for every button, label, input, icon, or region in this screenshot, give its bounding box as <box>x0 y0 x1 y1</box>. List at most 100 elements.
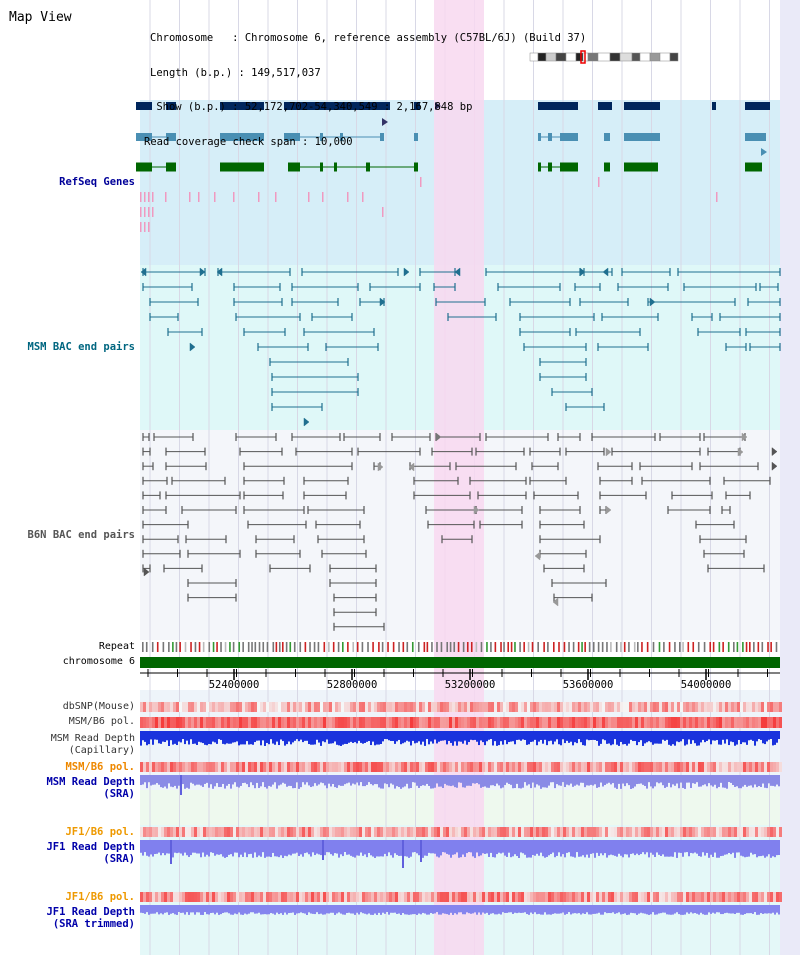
jf1-b6-pol-heat-cell <box>728 827 731 837</box>
track-label-refseq-genes[interactable]: RefSeq Genes <box>59 176 135 188</box>
jf1-trimmed-depth-bar <box>162 905 164 915</box>
jf1-trimmed-depth-bar <box>638 905 640 914</box>
msm-b6-pol-heat-cell <box>341 717 344 728</box>
jf1-sra-depth-bar <box>276 840 278 857</box>
jf1-b6-pol-trimmed-heat-cell <box>554 892 557 902</box>
jf1-b6-pol-trimmed-heat-cell <box>422 892 425 902</box>
msm-b6-pol-heat-cell <box>506 717 509 728</box>
msm-capillary-depth-bar <box>778 731 780 740</box>
msm-capillary-depth-bar <box>320 731 322 746</box>
msm-capillary-depth-bar <box>576 731 578 744</box>
msm-sra-depth-bar <box>400 775 402 789</box>
dbsnp-heat-cell <box>221 702 224 712</box>
track-label-jf1-read-depth-sra[interactable]: JF1 Read Depth (SRA) <box>46 841 135 865</box>
msm-b6-pol-sra-heat-cell <box>506 762 509 772</box>
jf1-b6-pol-heat-cell <box>563 827 566 837</box>
jf1-b6-pol-heat-cell <box>299 827 302 837</box>
track-label-msm-bac-end-pairs[interactable]: MSM BAC end pairs <box>27 341 135 353</box>
repeat-mark <box>615 642 618 652</box>
jf1-trimmed-depth-bar <box>326 905 328 914</box>
msm-capillary-depth-bar <box>454 731 456 742</box>
track-label-jf1-b6-pol-trimmed[interactable]: JF1/B6 pol. <box>65 891 135 903</box>
track-label-msm-b6-pol-sra[interactable]: MSM/B6 pol. <box>65 761 135 773</box>
jf1-trimmed-depth-bar <box>246 905 248 915</box>
repeat-mark <box>449 642 452 652</box>
msm-b6-pol-heat-cell <box>653 717 656 728</box>
msm-b6-pol-sra-heat-cell <box>263 762 266 772</box>
jf1-sra-depth-bar <box>462 840 464 855</box>
msm-capillary-depth-bar <box>608 731 610 744</box>
msm-b6-pol-heat-cell <box>710 717 713 728</box>
gene-fragment <box>144 207 146 217</box>
track-label-chromosome[interactable]: chromosome 6 <box>62 656 135 667</box>
track-label-b6n-bac-end-pairs[interactable]: B6N BAC end pairs <box>27 529 135 541</box>
jf1-b6-pol-trimmed-heat-cell <box>524 892 527 902</box>
msm-capillary-depth-bar <box>742 731 744 743</box>
msm-b6-pol-sra-heat-cell <box>203 762 206 772</box>
msm-sra-depth-bar <box>462 775 464 788</box>
msm-b6-pol-heat-cell <box>251 717 254 728</box>
jf1-trimmed-depth-bar <box>520 905 522 913</box>
jf1-b6-pol-heat-cell <box>779 827 782 837</box>
jf1-b6-pol-trimmed-heat-cell <box>401 892 404 902</box>
msm-capillary-depth-bar <box>478 731 480 746</box>
msm-capillary-depth-bar <box>368 731 370 742</box>
msm-sra-depth-bar <box>686 775 688 783</box>
track-label-dbsnp[interactable]: dbSNP(Mouse) <box>62 701 135 712</box>
track-label-msm-read-depth-sra[interactable]: MSM Read Depth (SRA) <box>46 776 135 800</box>
track-label-repeat[interactable]: Repeat <box>98 641 135 652</box>
jf1-b6-pol-heat-cell <box>590 827 593 837</box>
jf1-sra-depth-bar <box>718 840 720 858</box>
msm-sra-depth-bar <box>764 775 766 788</box>
msm-b6-pol-heat-cell <box>536 717 539 728</box>
repeat-mark <box>190 642 192 652</box>
dbsnp-heat-cell <box>605 702 608 712</box>
jf1-sra-depth-bar <box>768 840 770 855</box>
msm-b6-pol-heat-cell <box>149 717 152 728</box>
jf1-sra-depth-bar <box>328 840 330 853</box>
jf1-sra-depth-bar <box>156 840 158 854</box>
jf1-b6-pol-heat-cell <box>596 827 599 837</box>
jf1-b6-pol-heat-cell <box>281 827 284 837</box>
jf1-trimmed-depth-bar <box>200 905 202 915</box>
msm-b6-pol-heat-cell <box>656 717 659 728</box>
bac-end-arrow <box>771 461 778 471</box>
msm-capillary-depth-bar <box>446 731 448 745</box>
jf1-trimmed-depth-bar <box>614 905 616 914</box>
jf1-trimmed-depth-bar <box>746 905 748 914</box>
msm-sra-depth-bar <box>744 775 746 785</box>
msm-capillary-depth-bar <box>606 731 608 744</box>
jf1-sra-depth-bar <box>280 840 282 856</box>
repeat-mark <box>352 642 355 652</box>
dbsnp-heat-cell <box>332 702 335 712</box>
track-label-jf1-b6-pol[interactable]: JF1/B6 pol. <box>65 826 135 838</box>
dbsnp-heat-cell <box>719 702 722 712</box>
jf1-trimmed-depth-bar <box>582 905 584 914</box>
msm-capillary-depth-bar <box>278 731 280 746</box>
msm-b6-pol-heat-cell <box>218 717 221 728</box>
track-label-msm-b6-pol[interactable]: MSM/B6 pol. <box>68 716 135 727</box>
msm-b6-pol-sra-heat-cell <box>764 762 767 772</box>
track-label-msm-read-depth-capillary[interactable]: MSM Read Depth (Capillary) <box>51 733 135 757</box>
msm-capillary-depth-bar <box>506 731 508 745</box>
msm-capillary-depth-bar <box>598 731 600 746</box>
track-label-jf1-read-depth-sra-trimmed[interactable]: JF1 Read Depth (SRA trimmed) <box>46 906 135 930</box>
jf1-b6-pol-trimmed-heat-cell <box>155 892 158 902</box>
dbsnp-heat-cell <box>206 702 209 712</box>
msm-b6-pol-sra-heat-cell <box>266 762 269 772</box>
jf1-trimmed-depth-bar <box>374 905 376 914</box>
msm-capillary-depth-bar <box>146 731 148 746</box>
dbsnp-heat-cell <box>680 702 683 712</box>
dbsnp-heat-cell <box>203 702 206 712</box>
jf1-b6-pol-heat-cell <box>146 827 149 837</box>
jf1-b6-pol-heat-cell <box>524 827 527 837</box>
msm-sra-depth-bar <box>724 775 726 788</box>
dbsnp-heat-cell <box>695 702 698 712</box>
msm-sra-depth-bar <box>218 775 220 788</box>
repeat-mark <box>317 642 320 652</box>
jf1-sra-depth-bar <box>272 840 274 853</box>
msm-capillary-depth-bar <box>390 731 392 741</box>
repeat-mark <box>216 642 218 652</box>
